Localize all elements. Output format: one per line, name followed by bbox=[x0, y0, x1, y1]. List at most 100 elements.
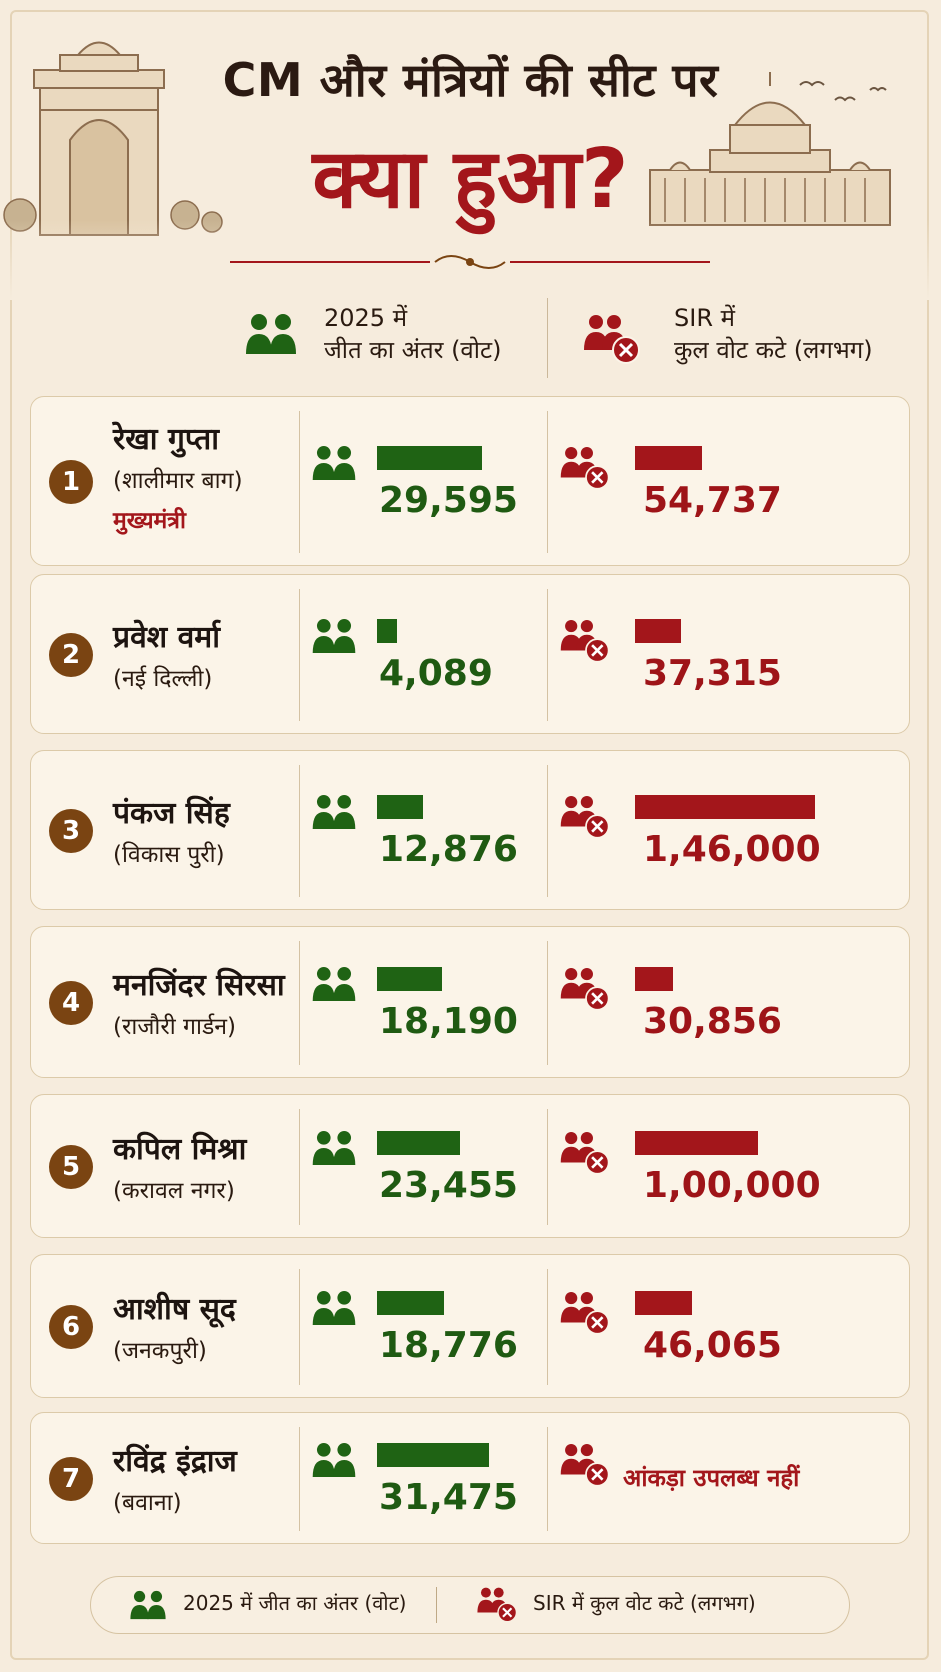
column-header-cut: SIR में कुल वोट कटे (लगभग) bbox=[582, 298, 902, 378]
margin-bar bbox=[377, 967, 442, 991]
constituency: (राजौरी गार्डन) bbox=[113, 1014, 236, 1040]
politician-row: 3 पंकज सिंह (विकास पुरी) 12,876 1,46,000 bbox=[30, 750, 910, 910]
title-line-2: क्या हुआ? bbox=[312, 132, 629, 227]
cut-value: 54,737 bbox=[643, 480, 782, 521]
politician-row: 7 रविंद्र इंद्राज (बवाना) 31,475 आंकड़ा उपलब… bbox=[30, 1412, 910, 1544]
legend-separator bbox=[436, 1587, 437, 1623]
cut-value: 37,315 bbox=[643, 653, 782, 694]
constituency: (शालीमार बाग) bbox=[113, 468, 243, 494]
page-frame bbox=[10, 10, 929, 1660]
row-separator bbox=[299, 589, 300, 721]
two-people-icon bbox=[312, 445, 356, 481]
header-separator bbox=[547, 298, 548, 378]
cut-bar bbox=[635, 1291, 692, 1315]
constituency: (करावल नगर) bbox=[113, 1178, 235, 1204]
legend: 2025 में जीत का अंतर (वोट) SIR में कुल व… bbox=[90, 1576, 850, 1634]
constituency: (जनकपुरी) bbox=[113, 1338, 207, 1364]
politician-name: आशीष सूद bbox=[113, 1292, 236, 1327]
politician-row: 2 प्रवेश वर्मा (नई दिल्ली) 4,089 37,315 bbox=[30, 574, 910, 734]
rank-badge: 7 bbox=[49, 1457, 93, 1501]
rank-badge: 5 bbox=[49, 1145, 93, 1189]
margin-value: 31,475 bbox=[379, 1477, 518, 1518]
people-cross-icon bbox=[560, 1443, 610, 1487]
role-label: मुख्यमंत्री bbox=[113, 508, 186, 534]
constituency: (विकास पुरी) bbox=[113, 842, 225, 868]
politician-row: 4 मनजिंदर सिरसा (राजौरी गार्डन) 18,190 30,85… bbox=[30, 926, 910, 1078]
margin-bar bbox=[377, 1131, 460, 1155]
row-separator bbox=[547, 1427, 548, 1531]
two-people-icon bbox=[312, 1442, 356, 1478]
people-cross-icon bbox=[560, 446, 610, 490]
rank-badge: 3 bbox=[49, 809, 93, 853]
people-cross-icon bbox=[560, 967, 610, 1011]
constituency: (बवाना) bbox=[113, 1490, 182, 1516]
row-separator bbox=[299, 941, 300, 1065]
politician-name: मनजिंदर सिरसा bbox=[113, 968, 285, 1003]
politician-name: प्रवेश वर्मा bbox=[113, 620, 220, 655]
two-people-icon bbox=[312, 1130, 356, 1166]
row-separator bbox=[299, 411, 300, 553]
ornament-divider bbox=[230, 255, 710, 269]
margin-bar bbox=[377, 1443, 489, 1467]
margin-value: 23,455 bbox=[379, 1165, 518, 1206]
row-separator bbox=[547, 765, 548, 897]
politician-row: 1 रेखा गुप्ता (शालीमार बाग) मुख्यमंत्री 29,5… bbox=[30, 396, 910, 566]
india-gate-icon bbox=[33, 41, 165, 236]
cut-bar bbox=[635, 619, 681, 643]
two-people-icon bbox=[246, 314, 296, 354]
margin-value: 29,595 bbox=[379, 480, 518, 521]
cut-bar bbox=[635, 967, 673, 991]
people-cross-icon bbox=[560, 1131, 610, 1175]
row-separator bbox=[547, 941, 548, 1065]
rank-badge: 2 bbox=[49, 633, 93, 677]
row-separator bbox=[299, 765, 300, 897]
politician-row: 5 कपिल मिश्रा (करावल नगर) 23,455 1,00,000 bbox=[30, 1094, 910, 1238]
margin-bar bbox=[377, 1291, 444, 1315]
margin-bar bbox=[377, 446, 482, 470]
column-header-margin: 2025 में जीत का अंतर (वोट) bbox=[244, 298, 534, 378]
margin-value: 12,876 bbox=[379, 829, 518, 870]
constituency: (नई दिल्ली) bbox=[113, 666, 213, 692]
two-people-icon bbox=[312, 794, 356, 830]
cut-bar bbox=[635, 1131, 758, 1155]
rank-badge: 4 bbox=[49, 981, 93, 1025]
cut-header-line1: SIR में bbox=[674, 304, 735, 332]
cut-value: 46,065 bbox=[643, 1325, 782, 1366]
cut-value: 30,856 bbox=[643, 1001, 782, 1042]
row-separator bbox=[547, 589, 548, 721]
margin-value: 18,776 bbox=[379, 1325, 518, 1366]
politician-name: पंकज सिंह bbox=[113, 796, 230, 831]
politician-name: रेखा गुप्ता bbox=[113, 422, 220, 457]
people-cross-icon bbox=[560, 795, 610, 839]
title-line-1: CM और मंत्रियों की सीट पर bbox=[222, 53, 719, 107]
cut-not-available: आंकड़ा उपलब्ध नहीं bbox=[623, 1464, 800, 1492]
cut-bar bbox=[635, 446, 702, 470]
cut-header-line2: कुल वोट कटे (लगभग) bbox=[674, 336, 873, 364]
margin-bar bbox=[377, 795, 423, 819]
politician-name: रविंद्र इंद्राज bbox=[113, 1444, 237, 1479]
cut-value: 1,00,000 bbox=[643, 1165, 821, 1206]
people-cross-icon bbox=[584, 315, 640, 364]
people-cross-icon bbox=[560, 619, 610, 663]
two-people-icon bbox=[312, 618, 356, 654]
row-separator bbox=[299, 1427, 300, 1531]
row-separator bbox=[547, 1269, 548, 1385]
row-separator bbox=[547, 411, 548, 553]
parliament-building-icon bbox=[649, 72, 891, 226]
cut-bar bbox=[635, 795, 815, 819]
margin-header-line2: जीत का अंतर (वोट) bbox=[324, 336, 502, 364]
two-people-icon bbox=[312, 1290, 356, 1326]
people-cross-icon bbox=[560, 1291, 610, 1335]
rank-badge: 1 bbox=[49, 460, 93, 504]
legend-margin-label: 2025 में जीत का अंतर (वोट) bbox=[183, 1591, 407, 1615]
row-separator bbox=[547, 1109, 548, 1225]
politician-name: कपिल मिश्रा bbox=[113, 1132, 247, 1167]
two-people-icon bbox=[312, 966, 356, 1002]
margin-bar bbox=[377, 619, 397, 643]
politician-row: 6 आशीष सूद (जनकपुरी) 18,776 46,065 bbox=[30, 1254, 910, 1398]
people-cross-icon bbox=[477, 1587, 518, 1623]
margin-value: 4,089 bbox=[379, 653, 493, 694]
legend-cut-label: SIR में कुल वोट कटे (लगभग) bbox=[533, 1591, 756, 1615]
rank-badge: 6 bbox=[49, 1305, 93, 1349]
margin-value: 18,190 bbox=[379, 1001, 518, 1042]
